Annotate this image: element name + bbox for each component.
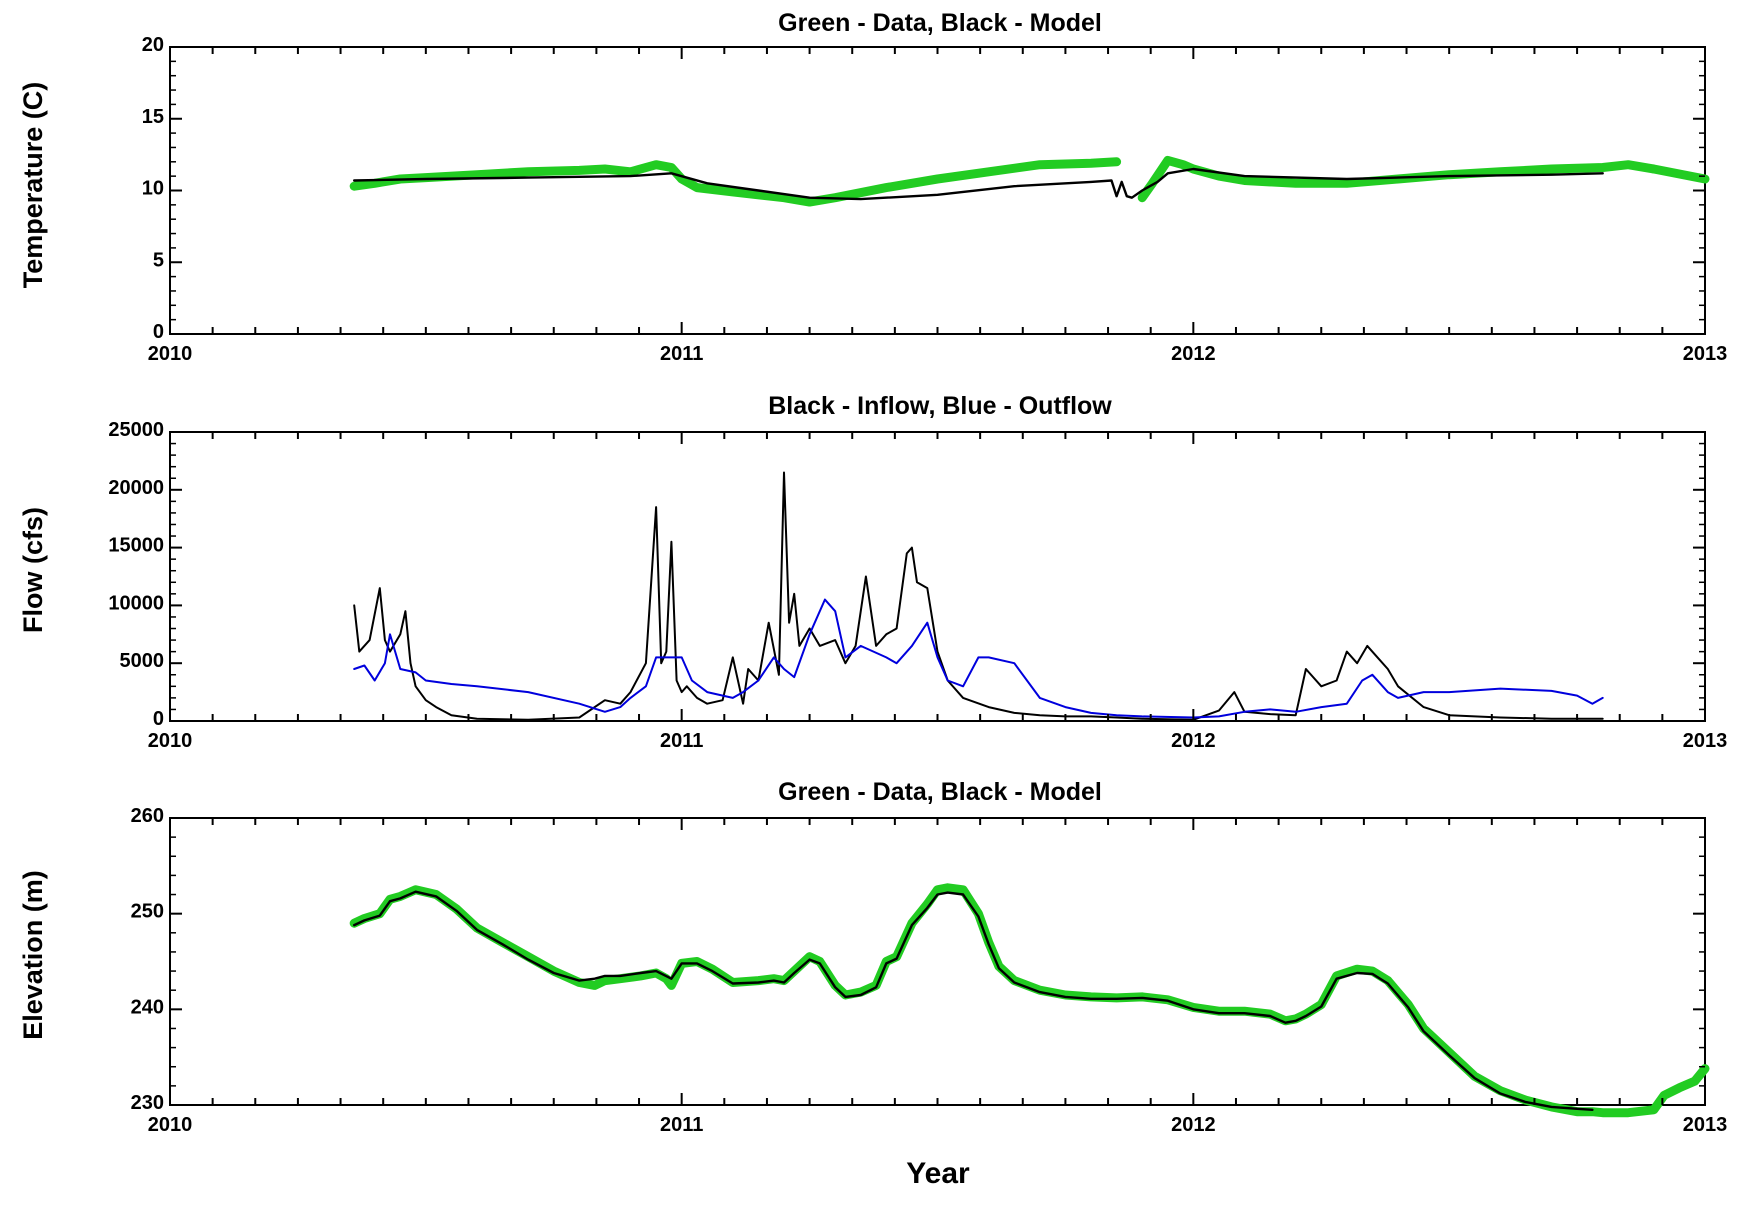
- flow-y-tick-label: 25000: [108, 419, 164, 441]
- temperature-panel-title: Green - Data, Black - Model: [778, 9, 1102, 37]
- temperature-data-line-2: [1137, 155, 1710, 203]
- temperature-panel: Green - Data, Black - Model Temperature …: [18, 9, 1727, 365]
- flow-y-axis-label: Flow (cfs): [18, 507, 48, 633]
- elevation-model-line: [353, 890, 1594, 1112]
- x-axis-label: Year: [906, 1157, 970, 1190]
- elevation-y-tick-label: 260: [131, 805, 164, 827]
- elevation-data-line: [349, 883, 1710, 1118]
- elevation-y-tick-label: 230: [131, 1092, 164, 1114]
- elevation-x-tick-label: 2012: [1171, 1114, 1216, 1136]
- flow-outflow-line: [353, 598, 1604, 719]
- flow-x-tick-label: 2012: [1171, 730, 1216, 752]
- elevation-ticks: 2010 2011 2012 2013 230 240 250 260: [131, 805, 1728, 1136]
- flow-plot-frame: [169, 431, 1706, 722]
- elevation-y-tick-label: 240: [131, 996, 164, 1018]
- flow-y-tick-label: 20000: [108, 477, 164, 499]
- flow-y-tick-label: 5000: [120, 650, 165, 672]
- elevation-x-tick-label: 2010: [148, 1114, 193, 1136]
- flow-x-tick-label: 2011: [660, 730, 703, 752]
- temperature-ticks: 2010 2011 2012 2013 0 5 10 15 20: [142, 34, 1728, 365]
- temperature-y-tick-label: 10: [142, 178, 164, 200]
- elevation-x-tick-label: 2013: [1683, 1114, 1728, 1136]
- temperature-series: [349, 155, 1710, 207]
- flow-panel: Black - Inflow, Blue - Outflow Flow (cfs…: [18, 392, 1727, 752]
- flow-x-tick-label: 2010: [148, 730, 193, 752]
- elevation-plot-frame: [169, 817, 1706, 1106]
- temperature-y-tick-label: 20: [142, 34, 164, 56]
- temperature-data-line: [349, 157, 1122, 207]
- temperature-y-tick-label: 5: [153, 249, 164, 271]
- temperature-x-tick-label: 2013: [1683, 343, 1728, 365]
- flow-ticks: 2010 2011 2012 2013 0 5000 10000 15000 20000 2500…: [108, 419, 1727, 752]
- flow-inflow-line: [353, 471, 1604, 721]
- elevation-panel: Green - Data, Black - Model Elevation (m…: [18, 778, 1727, 1136]
- flow-y-tick-label: 10000: [108, 592, 164, 614]
- flow-y-tick-label: 15000: [108, 535, 164, 557]
- temperature-plot-frame: [169, 46, 1706, 335]
- temperature-model-line: [353, 167, 1604, 201]
- elevation-y-tick-label: 250: [131, 901, 164, 923]
- temperature-y-axis-label: Temperature (C): [18, 82, 48, 289]
- flow-series: [353, 471, 1604, 721]
- flow-x-tick-label: 2013: [1683, 730, 1728, 752]
- flow-panel-title: Black - Inflow, Blue - Outflow: [768, 392, 1112, 420]
- temperature-y-tick-label: 0: [153, 321, 164, 343]
- elevation-panel-title: Green - Data, Black - Model: [778, 778, 1102, 806]
- temperature-x-tick-label: 2012: [1171, 343, 1216, 365]
- flow-y-tick-label: 0: [153, 708, 164, 730]
- elevation-series: [349, 883, 1710, 1118]
- temperature-y-tick-label: 15: [142, 106, 164, 128]
- temperature-x-tick-label: 2010: [148, 343, 193, 365]
- elevation-y-axis-label: Elevation (m): [18, 870, 48, 1040]
- elevation-x-tick-label: 2011: [660, 1114, 703, 1136]
- temperature-x-tick-label: 2011: [660, 343, 703, 365]
